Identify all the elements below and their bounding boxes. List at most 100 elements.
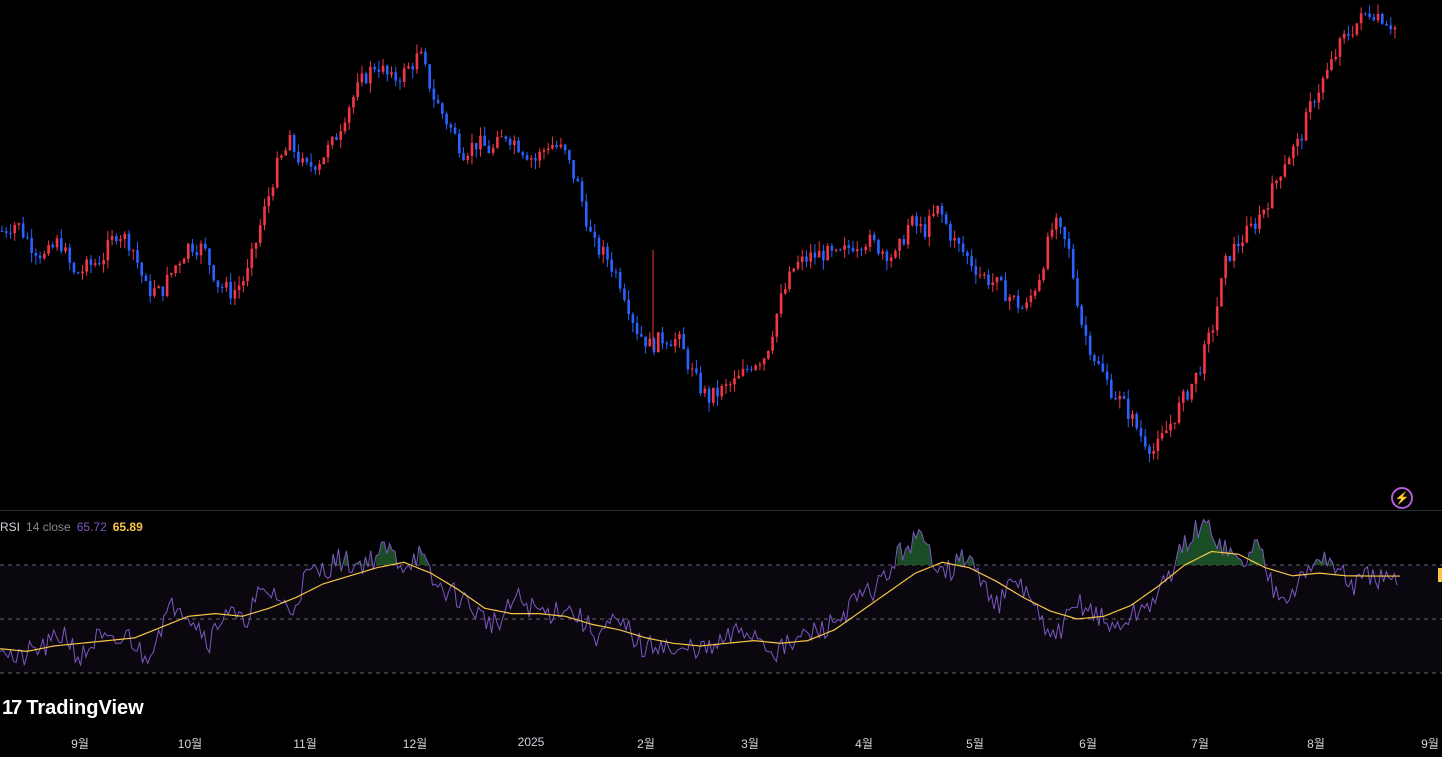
candle-body [758, 364, 762, 366]
candle-body [860, 249, 863, 251]
candle-body [1220, 278, 1223, 307]
candle-body [1228, 255, 1232, 261]
candle-body [580, 181, 584, 202]
rsi-legend[interactable]: RSI 14 close 65.72 65.89 [0, 520, 143, 534]
candle-body [1279, 176, 1282, 181]
candle-body [1283, 164, 1287, 177]
candle-body [377, 69, 381, 72]
candle-body [275, 157, 279, 188]
candle-body [872, 234, 876, 240]
candle-body [225, 281, 228, 288]
candle-body [1304, 112, 1308, 141]
candle-body [555, 145, 558, 147]
candle-body [364, 73, 368, 84]
candle-body [999, 277, 1003, 281]
time-axis[interactable]: 9월 10월 11월 12월 2025 2월 3월 4월 5월 6월 7월 8월 9월 [0, 727, 1442, 757]
candle-body [877, 239, 880, 254]
candle-body [601, 246, 605, 255]
rsi-line [0, 518, 1398, 666]
candle-body [690, 368, 694, 370]
candle-body [750, 369, 753, 371]
candle-body [898, 238, 901, 251]
candle-body [123, 233, 127, 240]
candle-body [1101, 363, 1105, 372]
candle-body [813, 252, 817, 258]
candle-body [1004, 280, 1007, 302]
candle-body [881, 251, 884, 254]
candle-body [843, 245, 846, 250]
candle-body [1203, 344, 1206, 374]
candle-body [640, 334, 643, 337]
candle-body [1334, 56, 1338, 60]
candle-body [174, 265, 177, 274]
candle-body [1190, 383, 1194, 400]
candle-body [538, 151, 542, 161]
candle-body [919, 224, 923, 227]
candle-body [902, 238, 906, 245]
lightning-icon[interactable]: ⚡ [1391, 487, 1413, 509]
candle-body [38, 255, 42, 259]
time-axis-tick: 11월 [293, 737, 317, 751]
candle-body [1296, 138, 1299, 147]
candle-body [623, 288, 626, 300]
candle-body [1160, 433, 1164, 439]
candle-body [17, 223, 21, 225]
candle-body [513, 140, 516, 146]
candle-body [661, 332, 664, 344]
rsi-legend-value: 65.72 [76, 520, 107, 534]
candle-body [347, 107, 351, 123]
rsi-pane[interactable] [0, 511, 1442, 727]
candle-body [445, 113, 448, 125]
candle-body [55, 238, 59, 248]
candle-body [1342, 33, 1346, 39]
candle-body [966, 252, 969, 257]
candle-body [1245, 225, 1249, 243]
candle-body [483, 135, 486, 146]
candle-body [203, 243, 207, 249]
candle-body [199, 243, 203, 256]
candle-body [462, 153, 465, 160]
candle-body [576, 178, 580, 182]
candle-body [529, 158, 533, 160]
candle-body [373, 66, 376, 70]
candle-body [292, 135, 296, 152]
candle-body [1232, 243, 1236, 261]
candle-body [335, 136, 338, 141]
candle-body [995, 277, 999, 283]
candle-body [534, 158, 537, 161]
candle-body [161, 286, 165, 296]
candle-body [1287, 158, 1291, 165]
tradingview-logo-mark: 17 [2, 697, 22, 719]
candle-body [1029, 295, 1033, 303]
candle-body [728, 384, 732, 386]
candle-body [385, 65, 389, 75]
candle-body [741, 368, 745, 376]
candle-body [733, 378, 736, 385]
pane-divider[interactable] [0, 510, 1442, 511]
candle-body [1169, 423, 1172, 431]
candle-body [233, 290, 237, 299]
candle-body [1355, 23, 1359, 35]
candle-body [216, 280, 220, 287]
candle-body [949, 223, 952, 241]
candle-body [195, 252, 199, 256]
candle-body [1054, 217, 1058, 230]
price-pane[interactable] [0, 0, 1442, 510]
candle-body [1135, 414, 1139, 429]
candle-body [614, 271, 618, 273]
candle-body [826, 245, 829, 261]
candle-body [34, 252, 38, 256]
time-axis-tick: 4월 [855, 737, 873, 751]
candle-body [30, 237, 33, 253]
candle-body [1050, 229, 1054, 237]
candle-body [1181, 391, 1185, 403]
candle-body [775, 313, 779, 337]
candle-body [89, 259, 93, 265]
candle-body [301, 158, 304, 163]
tradingview-logo[interactable]: 17 TradingView [2, 697, 144, 720]
candle-body [470, 142, 474, 156]
candle-body [43, 253, 46, 259]
candle-body [669, 344, 673, 347]
candle-body [237, 285, 241, 291]
candle-body [572, 160, 575, 179]
